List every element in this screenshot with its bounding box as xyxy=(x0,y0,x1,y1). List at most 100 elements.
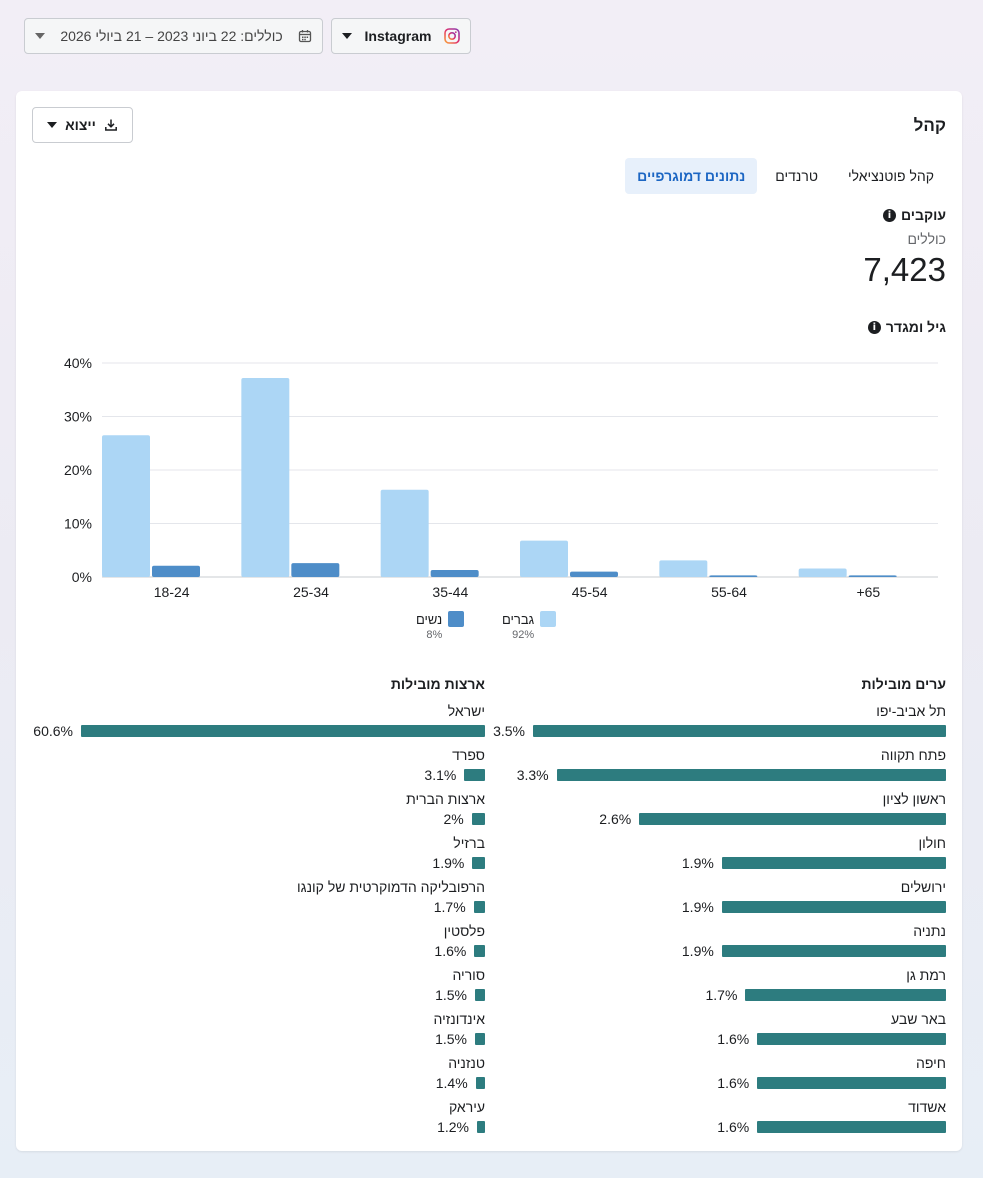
country-bar xyxy=(474,945,485,957)
chevron-down-icon xyxy=(35,33,45,39)
top-filter-bar: כוללים: 22 ביוני 2023 – 21 ביולי 2026 In… xyxy=(24,18,959,56)
info-icon[interactable]: i xyxy=(882,208,896,222)
chart-legend: גברים 92% נשים 8% xyxy=(16,611,962,651)
followers-count: 7,423 xyxy=(863,251,946,288)
city-name: רמת גן xyxy=(906,967,946,983)
followers-title: עוקבים i xyxy=(882,207,946,223)
bar-men-45-54 xyxy=(520,540,568,577)
tab-bar: נתונים דמוגרפיים טרנדים קהל פוטנציאלי xyxy=(625,158,946,194)
bar-men-25-34 xyxy=(241,377,290,577)
city-bar xyxy=(757,1121,946,1133)
legend-men[interactable]: גברים 92% xyxy=(502,611,557,641)
city-name: ירושלים xyxy=(900,879,946,895)
city-name: באר שבע xyxy=(891,1011,946,1027)
city-name: ראשון לציון xyxy=(882,791,946,807)
country-bar xyxy=(475,1077,485,1089)
country-value: 1.5% xyxy=(435,1031,467,1047)
country-bar xyxy=(464,769,485,781)
city-bar-track: 1.9% xyxy=(493,943,946,959)
platform-dropdown[interactable]: Instagram xyxy=(331,18,471,54)
city-name: פתח תקווה xyxy=(880,747,946,763)
bar-men-55-64 xyxy=(659,560,708,577)
city-bar-track: 1.6% xyxy=(493,1031,946,1047)
x-tick-label: 55-64 xyxy=(711,584,747,600)
city-bar xyxy=(556,769,946,781)
chevron-down-icon xyxy=(47,122,58,128)
country-name: ארצות הברית xyxy=(406,791,485,807)
legend-swatch-women xyxy=(448,611,465,627)
instagram-icon xyxy=(444,28,460,44)
legend-swatch-men xyxy=(540,611,557,627)
country-name: ישראל xyxy=(447,703,485,719)
info-icon[interactable]: i xyxy=(867,320,881,334)
card-title: קהל xyxy=(913,116,946,135)
followers-title-text: עוקבים xyxy=(900,207,946,223)
country-value: 1.2% xyxy=(437,1119,469,1135)
tab-trends[interactable]: טרנדים xyxy=(775,168,818,184)
tab-potential-audience[interactable]: קהל פוטנציאלי xyxy=(847,168,934,184)
city-item: אשדוד 1.6% xyxy=(493,1099,946,1143)
country-item: ארצות הברית 2% xyxy=(32,791,485,835)
country-bar-track: 1.5% xyxy=(32,987,485,1003)
legend-women[interactable]: נשים 8% xyxy=(416,611,465,641)
city-bar xyxy=(721,857,946,869)
city-bar-track: 1.6% xyxy=(493,1075,946,1091)
city-item: חולון 1.9% xyxy=(493,835,946,879)
country-bar-track: 3.1% xyxy=(32,767,485,783)
country-bar xyxy=(475,989,485,1001)
country-bar-track: 1.5% xyxy=(32,1031,485,1047)
date-range-dropdown[interactable]: כוללים: 22 ביוני 2023 – 21 ביולי 2026 xyxy=(24,18,323,54)
tab-demographics[interactable]: נתונים דמוגרפיים xyxy=(625,158,758,194)
y-tick-label: 40% xyxy=(64,355,92,371)
top-cities-title: ערים מובילות xyxy=(861,676,947,692)
country-name: הרפובליקה הדמוקרטית של קונגו xyxy=(297,879,485,895)
country-item: ישראל 60.6% xyxy=(32,703,485,747)
city-name: נתניה xyxy=(913,923,946,939)
bar-women-18-24 xyxy=(152,565,200,577)
city-bar-track: 3.5% xyxy=(493,723,946,739)
bar-women-35-44 xyxy=(430,570,479,577)
city-item: נתניה 1.9% xyxy=(493,923,946,967)
city-name: אשדוד xyxy=(908,1099,946,1115)
country-item: טנזניה 1.4% xyxy=(32,1055,485,1099)
city-value: 1.6% xyxy=(717,1075,750,1091)
export-button[interactable]: ייצוא xyxy=(32,107,133,143)
country-bar-track: 1.9% xyxy=(32,855,485,871)
download-icon xyxy=(104,118,118,132)
calendar-icon xyxy=(298,29,312,43)
city-bar-track: 1.9% xyxy=(493,855,946,871)
followers-subtitle: כוללים xyxy=(907,231,946,247)
export-label: ייצוא xyxy=(65,117,96,133)
country-name: פלסטין xyxy=(443,923,485,939)
legend-women-percent: 8% xyxy=(426,629,443,641)
city-value: 1.6% xyxy=(717,1119,750,1135)
legend-men-percent: 92% xyxy=(512,629,535,641)
city-value: 3.3% xyxy=(516,767,549,783)
city-name: חיפה xyxy=(916,1055,946,1071)
bar-women-+65 xyxy=(848,575,897,577)
bar-men-35-44 xyxy=(380,489,429,577)
city-bar xyxy=(745,989,946,1001)
city-item: חיפה 1.6% xyxy=(493,1055,946,1099)
legend-men-label: גברים xyxy=(502,611,535,627)
country-value: 1.5% xyxy=(435,987,467,1003)
country-value: 3.1% xyxy=(424,767,457,783)
age-gender-chart: 0% 10% 20% 30% 40% 18-24 25-34 35-44 45-54 55-64 +… xyxy=(64,355,938,600)
country-bar-track: 1.2% xyxy=(32,1119,485,1135)
top-countries-title: ארצות מובילות xyxy=(390,676,485,692)
city-value: 1.9% xyxy=(681,855,714,871)
country-value: 2% xyxy=(443,811,464,827)
date-range-label: כוללים: 22 ביוני 2023 – 21 ביולי 2026 xyxy=(60,28,283,44)
country-bar xyxy=(472,857,485,869)
country-item: הרפובליקה הדמוקרטית של קונגו 1.7% xyxy=(32,879,485,923)
city-bar-track: 1.6% xyxy=(493,1119,946,1135)
country-bar-track: 2% xyxy=(32,811,485,827)
country-bar-track: 1.7% xyxy=(32,899,485,915)
legend-women-label: נשים xyxy=(416,611,443,627)
city-item: ראשון לציון 2.6% xyxy=(493,791,946,835)
country-name: סוריה xyxy=(452,967,485,983)
country-value: 1.6% xyxy=(434,943,467,959)
bar-men-18-24 xyxy=(102,435,150,577)
city-bar-track: 1.9% xyxy=(493,899,946,915)
y-tick-label: 30% xyxy=(64,409,92,425)
